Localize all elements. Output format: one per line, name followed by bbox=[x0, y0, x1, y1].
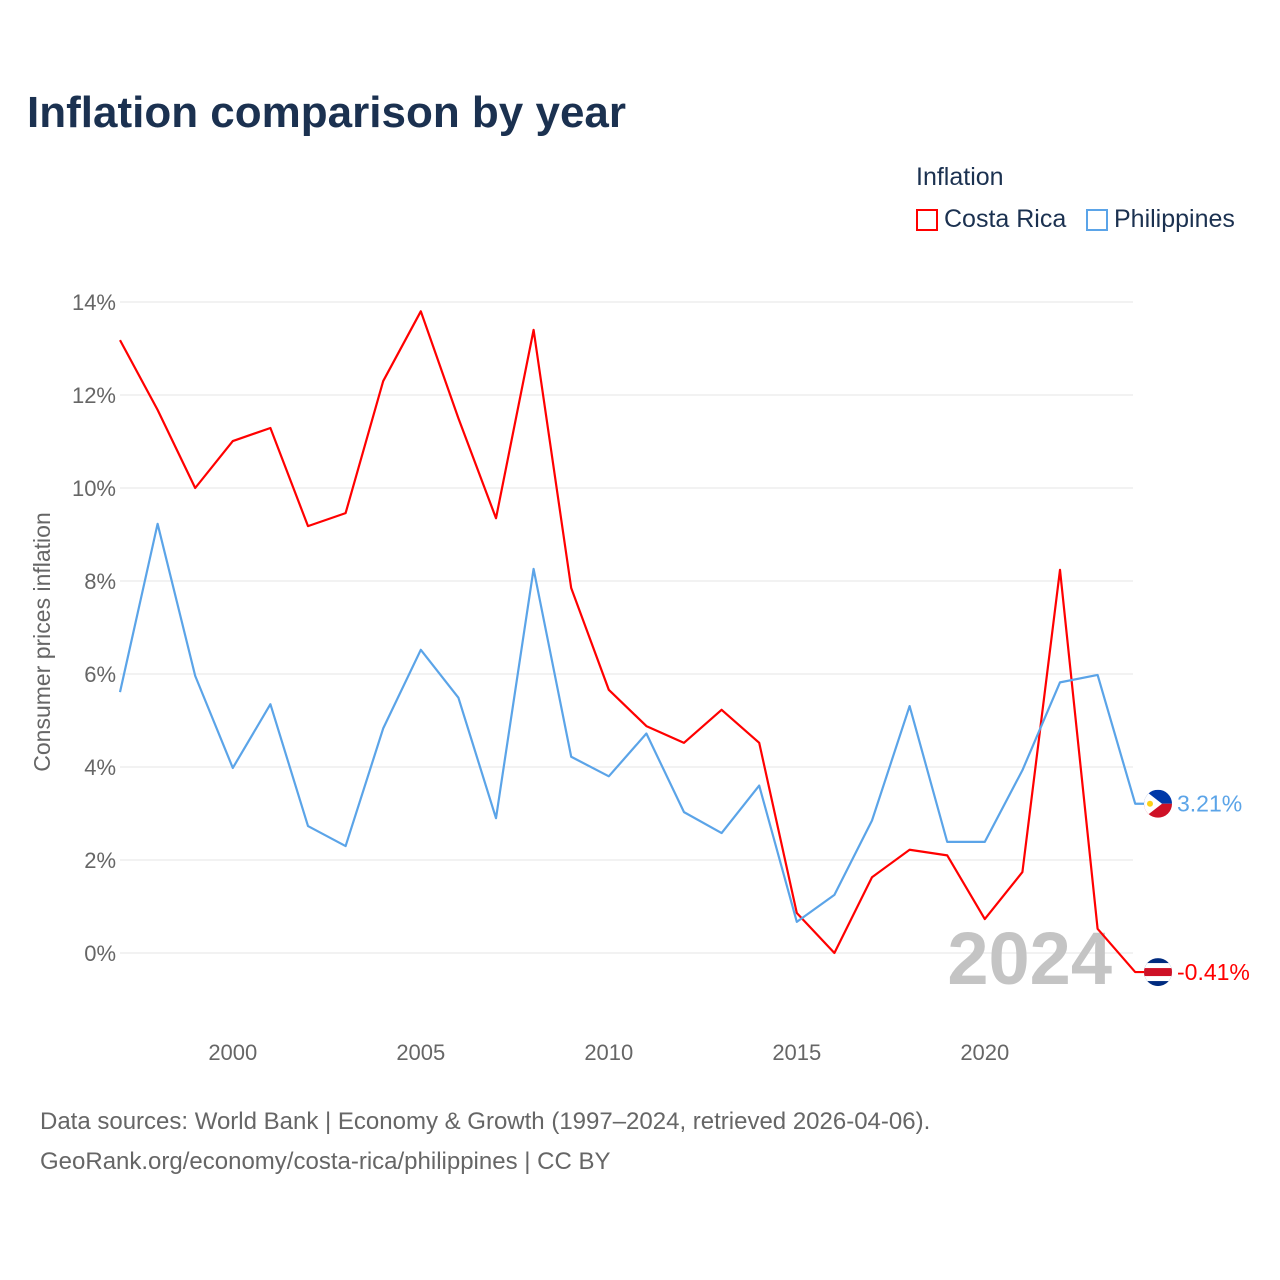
y-tick-label: 14% bbox=[72, 290, 116, 315]
legend-swatch-costa-rica bbox=[916, 208, 938, 231]
y-tick-label: 12% bbox=[72, 383, 116, 408]
y-axis-label: Consumer prices inflation bbox=[29, 512, 55, 772]
x-tick-label: 2010 bbox=[584, 1040, 633, 1065]
year-watermark: 2024 bbox=[947, 917, 1112, 1000]
y-tick-label: 4% bbox=[84, 755, 116, 780]
series-line-philippines bbox=[118, 522, 1158, 923]
legend-label: Philippines bbox=[1114, 205, 1235, 233]
x-tick-label: 2020 bbox=[960, 1040, 1009, 1065]
footer-link[interactable]: GeoRank.org/economy/costa-rica/philippin… bbox=[40, 1148, 611, 1175]
chart-title: Inflation comparison by year bbox=[27, 88, 627, 137]
legend-label: Costa Rica bbox=[944, 205, 1067, 233]
x-tick-label: 2000 bbox=[208, 1040, 257, 1065]
flag-icon-philippines bbox=[1144, 789, 1172, 818]
end-value-label: 3.21% bbox=[1177, 791, 1242, 817]
y-tick-label: 2% bbox=[84, 848, 116, 873]
flag-icon-costa-rica bbox=[1144, 958, 1172, 987]
y-tick-label: 8% bbox=[84, 569, 116, 594]
footer-source: Data sources: World Bank | Economy & Gro… bbox=[40, 1108, 931, 1135]
end-value-label: -0.41% bbox=[1177, 959, 1250, 985]
legend-swatch-philippines bbox=[1086, 208, 1108, 231]
legend-item-philippines[interactable]: Philippines bbox=[1086, 205, 1235, 234]
x-tick-label: 2005 bbox=[396, 1040, 445, 1065]
y-tick-label: 10% bbox=[72, 476, 116, 501]
legend-title: Inflation bbox=[916, 163, 1004, 191]
series-line-costa-rica bbox=[119, 310, 1158, 974]
y-tick-label: 6% bbox=[84, 662, 116, 687]
x-tick-label: 2015 bbox=[772, 1040, 821, 1065]
y-tick-label: 0% bbox=[84, 941, 116, 966]
legend-item-costa-rica[interactable]: Costa Rica bbox=[916, 205, 1066, 234]
